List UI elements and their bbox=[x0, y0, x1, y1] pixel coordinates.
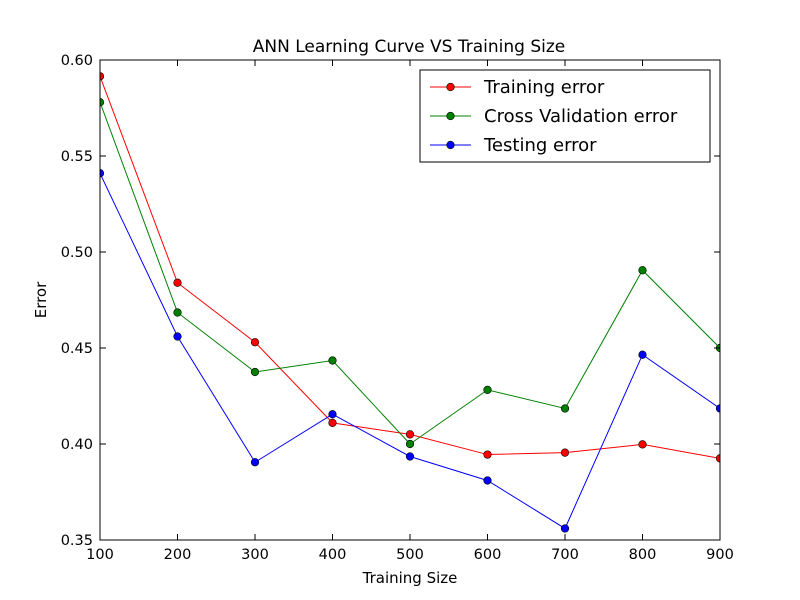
x-tick-label: 600 bbox=[474, 547, 502, 563]
legend-label: Testing error bbox=[483, 135, 597, 156]
data-point-training-error bbox=[405, 430, 415, 439]
data-point-testing-error bbox=[715, 404, 720, 413]
data-point-training-error bbox=[328, 418, 337, 427]
data-point-training-error bbox=[638, 440, 647, 449]
data-point-cross-validation-error bbox=[405, 439, 415, 449]
legend-marker-swatch bbox=[446, 82, 455, 92]
data-point-testing-error bbox=[100, 169, 105, 178]
x-tick-label: 100 bbox=[86, 547, 114, 563]
y-axis-label: Error bbox=[32, 281, 50, 318]
y-tick-label: 0.50 bbox=[61, 245, 93, 261]
legend-label: Cross Validation error bbox=[484, 106, 678, 127]
data-point-cross-validation-error bbox=[250, 367, 260, 377]
data-point-cross-validation-error bbox=[560, 404, 570, 413]
legend-entry: Cross Validation error bbox=[430, 106, 678, 127]
x-tick-label: 200 bbox=[164, 547, 192, 563]
data-point-cross-validation-error bbox=[173, 308, 182, 317]
data-point-testing-error bbox=[173, 332, 182, 341]
series-line-testing-error bbox=[100, 173, 720, 530]
y-tick-label: 0.45 bbox=[61, 341, 93, 357]
x-tick-label: 900 bbox=[706, 547, 734, 563]
data-point-cross-validation-error bbox=[483, 385, 492, 394]
x-axis-ticks: 100 200 300 400 500 600 700 800 900 bbox=[86, 60, 734, 563]
legend: Training error Cross Validation error Test… bbox=[419, 69, 711, 163]
data-point-training-error bbox=[250, 338, 260, 347]
x-tick-label: 500 bbox=[396, 547, 424, 563]
data-point-cross-validation-error bbox=[328, 356, 337, 365]
x-tick-label: 700 bbox=[551, 547, 579, 563]
y-axis-ticks: 0.35 0.40 0.45 0.50 0.55 0.60 bbox=[61, 53, 720, 549]
data-point-training-error bbox=[100, 72, 105, 81]
y-tick-label: 0.40 bbox=[61, 437, 93, 453]
chart-title: ANN Learning Curve VS Training Size bbox=[253, 37, 565, 57]
legend-marker-swatch bbox=[446, 111, 455, 121]
data-point-testing-error bbox=[250, 458, 260, 467]
x-tick-label: 400 bbox=[319, 547, 347, 563]
data-point-cross-validation-error bbox=[638, 266, 647, 275]
data-point-training-error bbox=[173, 278, 182, 287]
data-point-cross-validation-error bbox=[100, 98, 105, 107]
x-tick-label: 800 bbox=[629, 547, 657, 563]
series-layer bbox=[100, 72, 720, 533]
y-tick-label: 0.60 bbox=[61, 53, 93, 69]
y-tick-label: 0.35 bbox=[61, 533, 93, 549]
legend-entry: Training error bbox=[430, 77, 605, 98]
data-point-testing-error bbox=[483, 476, 492, 485]
x-tick-label: 300 bbox=[241, 547, 269, 563]
data-point-testing-error bbox=[328, 410, 337, 419]
legend-label: Training error bbox=[483, 77, 605, 98]
legend-marker-swatch bbox=[446, 140, 455, 150]
data-point-training-error bbox=[560, 448, 570, 457]
data-point-training-error bbox=[483, 450, 492, 459]
data-point-testing-error bbox=[638, 350, 647, 359]
legend-entry: Testing error bbox=[430, 135, 597, 156]
x-axis-label: Training Size bbox=[362, 569, 458, 587]
y-tick-label: 0.55 bbox=[61, 149, 93, 165]
legend-items: Training error Cross Validation error Test… bbox=[430, 77, 678, 156]
data-point-testing-error bbox=[560, 524, 570, 533]
data-point-training-error bbox=[715, 454, 720, 463]
data-point-testing-error bbox=[405, 452, 415, 461]
